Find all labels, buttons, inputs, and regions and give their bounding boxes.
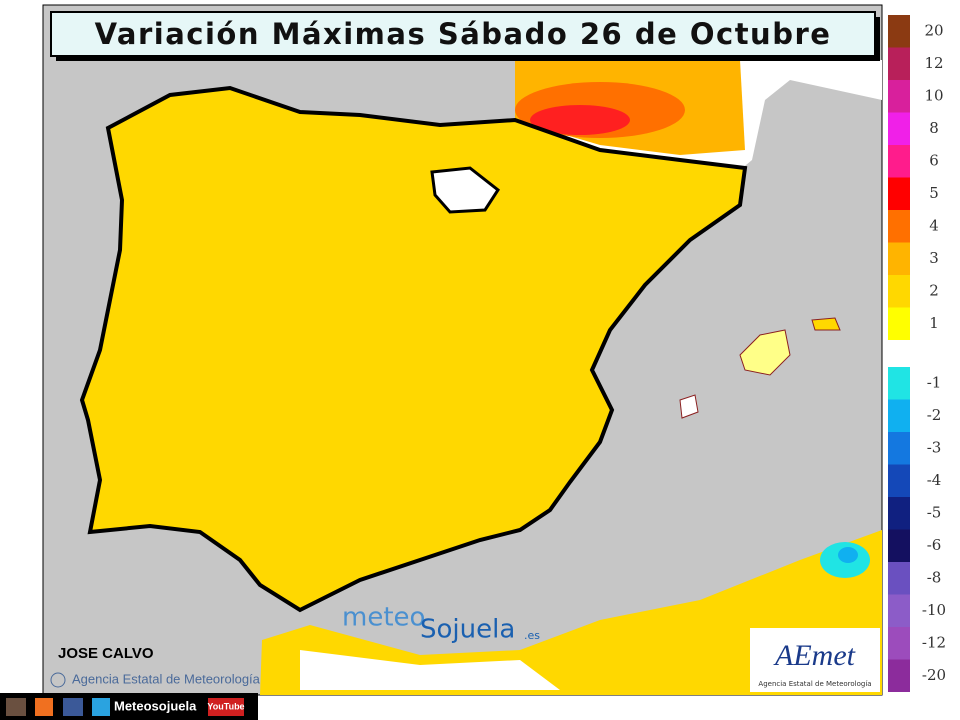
legend-swatch — [888, 242, 910, 275]
title: Variación Máximas Sábado 26 de Octubre — [95, 17, 832, 51]
ibiza — [679, 394, 699, 419]
copyright-icon — [50, 672, 66, 688]
icon-facebook[interactable] — [63, 698, 83, 716]
logo-subtitle: Agencia Estatal de Meteorología — [758, 680, 871, 688]
legend-label: 12 — [924, 54, 943, 72]
legend-swatch — [888, 80, 910, 113]
footer-video: YouTube — [207, 701, 244, 711]
legend-label: -12 — [922, 633, 946, 651]
legend-label: -5 — [927, 503, 942, 521]
legend-label: -1 — [927, 373, 942, 391]
footer-site: Meteosojuela — [114, 698, 197, 713]
legend-swatch — [888, 659, 910, 692]
logo-box — [750, 628, 880, 692]
logo: AEmet — [773, 639, 856, 672]
legend-label: -6 — [927, 536, 942, 554]
legend-swatch — [888, 399, 910, 432]
legend-label: 20 — [924, 21, 943, 39]
legend-label: 1 — [929, 314, 939, 332]
legend-swatch — [888, 210, 910, 243]
legend-label: 6 — [929, 151, 939, 169]
la-rioja — [430, 166, 501, 214]
legend-swatch — [888, 177, 910, 210]
legend-label: -20 — [922, 666, 946, 684]
legend-swatch — [888, 15, 910, 48]
mallorca — [739, 329, 791, 376]
legend-swatch — [888, 594, 910, 627]
legend-label: -3 — [927, 438, 942, 456]
legend-swatch — [888, 562, 910, 595]
legend-swatch — [888, 112, 910, 145]
africa-cooler — [838, 547, 858, 563]
legend-label: 5 — [929, 184, 939, 202]
legend-label: 4 — [929, 216, 939, 234]
legend-label: 10 — [924, 86, 943, 104]
legend-swatch — [888, 307, 910, 340]
legend-swatch — [888, 275, 910, 308]
legend-swatch — [888, 627, 910, 660]
icon-blogger[interactable] — [35, 698, 53, 716]
icon-camera[interactable] — [6, 698, 26, 716]
legend-swatch — [888, 47, 910, 80]
legend-swatch — [888, 464, 910, 497]
legend-swatch — [888, 432, 910, 465]
copyright: Agencia Estatal de Meteorología — [72, 671, 261, 686]
title-box — [50, 11, 876, 57]
legend-label: 2 — [929, 281, 939, 299]
author: JOSE CALVO — [58, 645, 154, 662]
legend-swatch — [888, 529, 910, 562]
menorca — [811, 317, 841, 331]
watermark-es: .es — [524, 629, 540, 642]
legend-label: -2 — [927, 406, 942, 424]
africa — [260, 530, 882, 695]
legend-swatch — [888, 367, 910, 400]
legend-swatch — [888, 145, 910, 178]
legend-label: 3 — [929, 249, 939, 267]
legend-label: -8 — [927, 568, 942, 586]
legend-label: 8 — [929, 119, 939, 137]
france-hotter — [530, 105, 630, 135]
watermark-meteo: meteo — [342, 603, 425, 633]
watermark-sojuela: Sojuela — [420, 615, 515, 645]
legend-label: -10 — [922, 601, 946, 619]
legend: 20 12 10 8 6 5 4 3 2 1 -1 -2 -3 -4 -5 -6 -8 -10 -12 -20 — [888, 15, 946, 692]
legend-swatch — [888, 497, 910, 530]
icon-twitter[interactable] — [92, 698, 110, 716]
icon-youtube[interactable] — [208, 698, 244, 716]
africa-white — [300, 650, 560, 690]
legend-label: -4 — [927, 471, 942, 489]
